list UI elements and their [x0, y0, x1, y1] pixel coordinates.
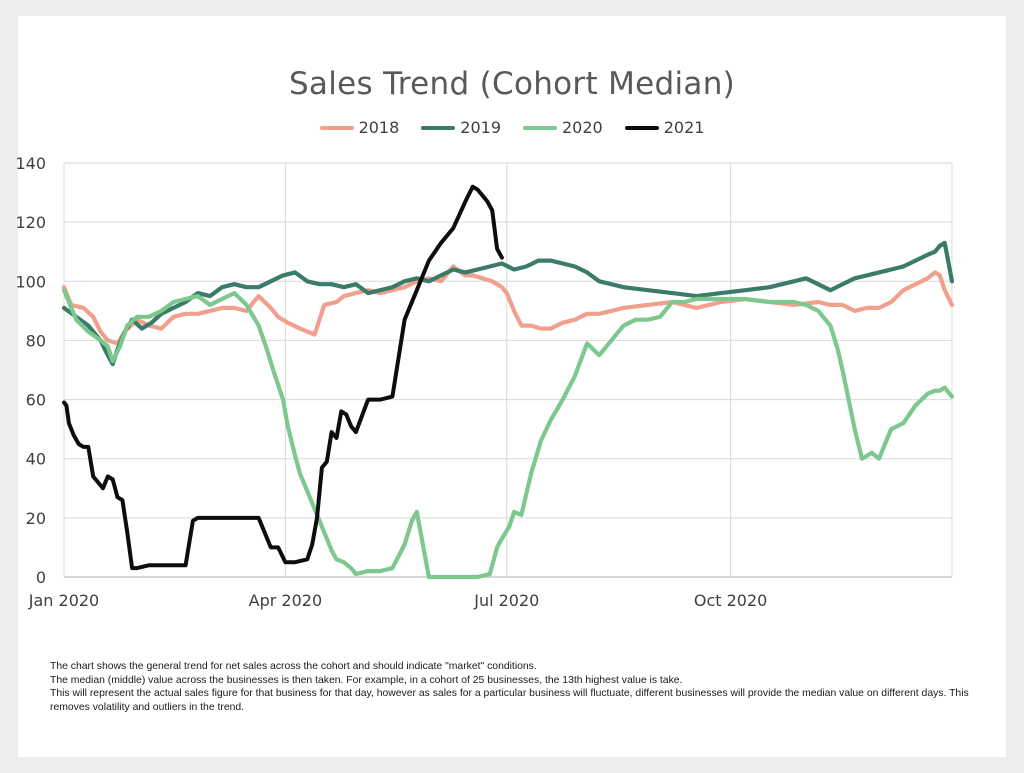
x-tick-label: Apr 2020 [249, 591, 322, 610]
chart-notes: The chart shows the general trend for ne… [50, 660, 980, 714]
legend-label: 2021 [663, 118, 705, 137]
legend-item-2019: 2019 [421, 118, 501, 137]
y-tick-label: 60 [26, 391, 46, 410]
series-line-2019 [61, 240, 955, 367]
y-tick-label: 140 [15, 154, 46, 173]
legend-swatch [319, 125, 354, 130]
legend-item-2021: 2021 [624, 118, 705, 137]
x-tick-label: Jan 2020 [28, 591, 99, 610]
chart-legend: 2018 2019 2020 2021 [0, 118, 1024, 137]
y-tick-label: 0 [36, 568, 46, 587]
legend-item-2020: 2020 [523, 118, 603, 137]
legend-label: 2018 [358, 118, 400, 137]
note-line-3: This will represent the actual sales fig… [50, 688, 969, 713]
series-line-2021 [62, 184, 504, 571]
note-line-1: The chart shows the general trend for ne… [50, 661, 537, 672]
y-tick-label: 80 [26, 331, 46, 350]
legend-item-2018: 2018 [319, 118, 400, 137]
chart-card [18, 16, 1006, 757]
gridlines [63, 162, 953, 578]
y-tick-label: 40 [26, 450, 46, 469]
legend-swatch [523, 125, 557, 130]
legend-label: 2019 [460, 118, 501, 137]
legend-swatch [624, 125, 659, 130]
line-chart: 0 20 40 60 80 100 120 140 Jan 2020 Apr 2020 Jul 20… [15, 154, 955, 610]
series-lines [61, 184, 955, 580]
note-line-2: The median (middle) value across the bus… [50, 674, 683, 686]
y-tick-label: 20 [26, 509, 46, 528]
axes: 0 20 40 60 80 100 120 140 Jan 2020 Apr 2020 Jul 20… [15, 154, 952, 610]
x-tick-label: Oct 2020 [694, 591, 767, 610]
y-tick-label: 120 [15, 213, 46, 232]
series-line-2018 [61, 264, 955, 346]
legend-label: 2020 [562, 118, 603, 137]
y-tick-label: 100 [15, 272, 46, 291]
series-line-2020 [61, 288, 955, 580]
x-tick-label: Jul 2020 [473, 591, 539, 610]
chart-title: Sales Trend (Cohort Median) [288, 66, 736, 102]
legend-swatch [421, 125, 456, 130]
